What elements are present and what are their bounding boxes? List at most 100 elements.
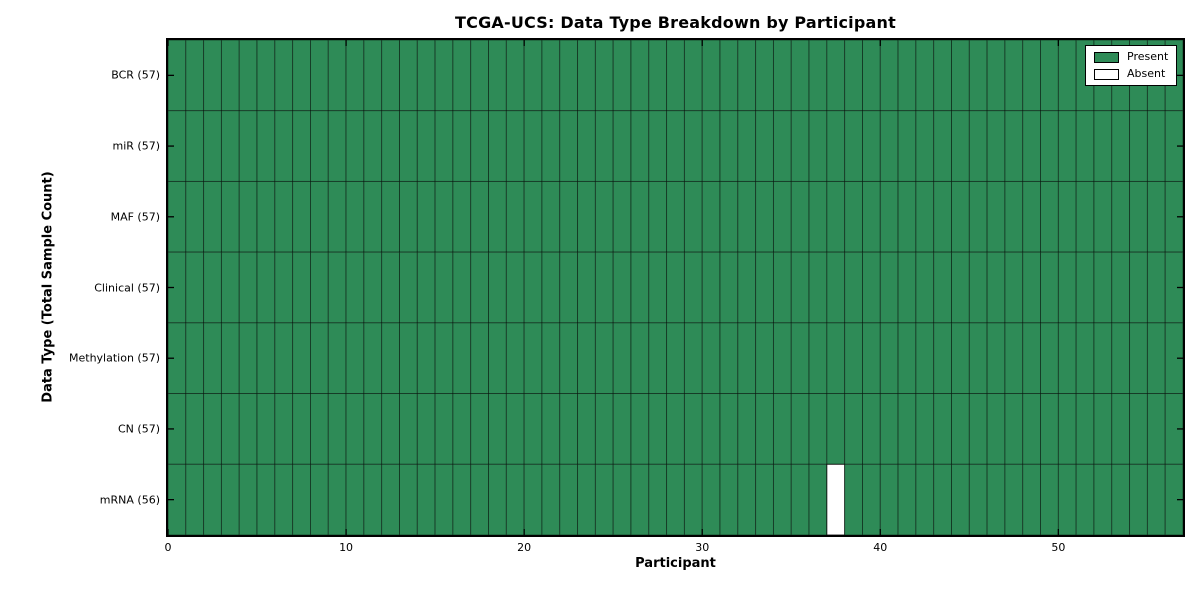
x-tick-label: 20: [517, 541, 532, 554]
cell-present: [1093, 463, 1113, 535]
cell-present: [808, 110, 828, 182]
cell-present: [772, 110, 792, 182]
cell-present: [737, 322, 757, 395]
chart-title: TCGA-UCS: Data Type Breakdown by Partici…: [455, 13, 896, 32]
cell-present: [755, 251, 774, 324]
cell-present: [541, 40, 561, 112]
cell-present: [363, 40, 383, 112]
cell-present: [897, 322, 917, 395]
cell-present: [772, 463, 792, 535]
cell-present: [470, 393, 489, 465]
x-tick-label: 10: [339, 541, 354, 554]
y-tick-label: mRNA (56): [99, 493, 160, 507]
cell-present: [203, 463, 222, 535]
y-tick-label: CN (57): [118, 422, 160, 436]
cell-present: [541, 393, 561, 465]
cell-present: [755, 463, 774, 535]
cell-present: [968, 463, 988, 535]
cell-present: [594, 322, 614, 395]
cell-present: [399, 322, 418, 395]
cell-present: [630, 463, 650, 535]
cell-present: [185, 393, 205, 465]
cell-present: [1129, 251, 1148, 324]
cell-present: [826, 180, 846, 253]
cell-present: [630, 322, 650, 395]
cell-present: [826, 40, 846, 112]
cell-present: [915, 40, 935, 112]
cell-present: [327, 393, 347, 465]
cell-present: [1022, 393, 1041, 465]
cell-present: [185, 40, 205, 112]
cell-present: [541, 180, 561, 253]
cell-present: [256, 180, 276, 253]
cell-present: [755, 180, 774, 253]
cell-present: [719, 251, 739, 324]
cell-present: [452, 110, 472, 182]
cell-present: [666, 180, 685, 253]
cell-present: [523, 180, 543, 253]
cell-present: [915, 322, 935, 395]
cell-present: [274, 463, 294, 535]
cell-present: [1146, 251, 1166, 324]
cell-present: [648, 393, 668, 465]
cell-present: [310, 110, 329, 182]
cell-present: [1040, 180, 1059, 253]
cell-present: [737, 180, 757, 253]
cell-present: [1075, 251, 1095, 324]
cell-present: [701, 251, 721, 324]
legend: Present Absent: [1085, 45, 1178, 86]
cell-present: [488, 322, 507, 395]
cell-present: [559, 251, 579, 324]
cell-present: [719, 40, 739, 112]
cell-present: [666, 463, 685, 535]
cell-present: [933, 393, 952, 465]
cell-present: [862, 180, 881, 253]
cell-present: [630, 40, 650, 112]
cell-present: [274, 393, 294, 465]
cell-present: [951, 110, 970, 182]
cell-present: [488, 180, 507, 253]
cell-present: [933, 251, 952, 324]
cell-present: [541, 110, 561, 182]
cell-present: [666, 110, 685, 182]
cell-present: [648, 40, 668, 112]
cell-present: [381, 322, 400, 395]
cell-present: [577, 393, 596, 465]
y-tick-label: miR (57): [112, 139, 161, 153]
cell-present: [559, 393, 579, 465]
cell-present: [1040, 40, 1059, 112]
cell-present: [790, 322, 810, 395]
cell-present: [274, 180, 294, 253]
cell-present: [719, 110, 739, 182]
cell-present: [505, 393, 525, 465]
legend-label-absent: Absent: [1127, 67, 1166, 80]
cell-present: [292, 40, 311, 112]
cell-present: [185, 322, 205, 395]
cell-present: [790, 110, 810, 182]
cell-present: [1075, 393, 1095, 465]
legend-item-present: Present: [1094, 51, 1168, 63]
cell-present: [345, 40, 365, 112]
cell-present: [808, 463, 828, 535]
cell-present: [1146, 463, 1166, 535]
cell-present: [220, 180, 240, 253]
cell-present: [844, 180, 863, 253]
cell-present: [416, 393, 436, 465]
cell-present: [701, 463, 721, 535]
cell-present: [951, 393, 970, 465]
cell-present: [310, 322, 329, 395]
cell-present: [220, 110, 240, 182]
legend-swatch-present: [1094, 51, 1119, 63]
cell-present: [1129, 463, 1148, 535]
cell-present: [594, 180, 614, 253]
cell-present: [1075, 463, 1095, 535]
cell-present: [327, 180, 347, 253]
cell-present: [238, 110, 258, 182]
cell-present: [933, 180, 952, 253]
cell-present: [274, 251, 294, 324]
cell-present: [256, 251, 276, 324]
y-tick-label: BCR (57): [111, 68, 160, 82]
cell-present: [755, 322, 774, 395]
cell-present: [488, 40, 507, 112]
cell-present: [345, 180, 365, 253]
